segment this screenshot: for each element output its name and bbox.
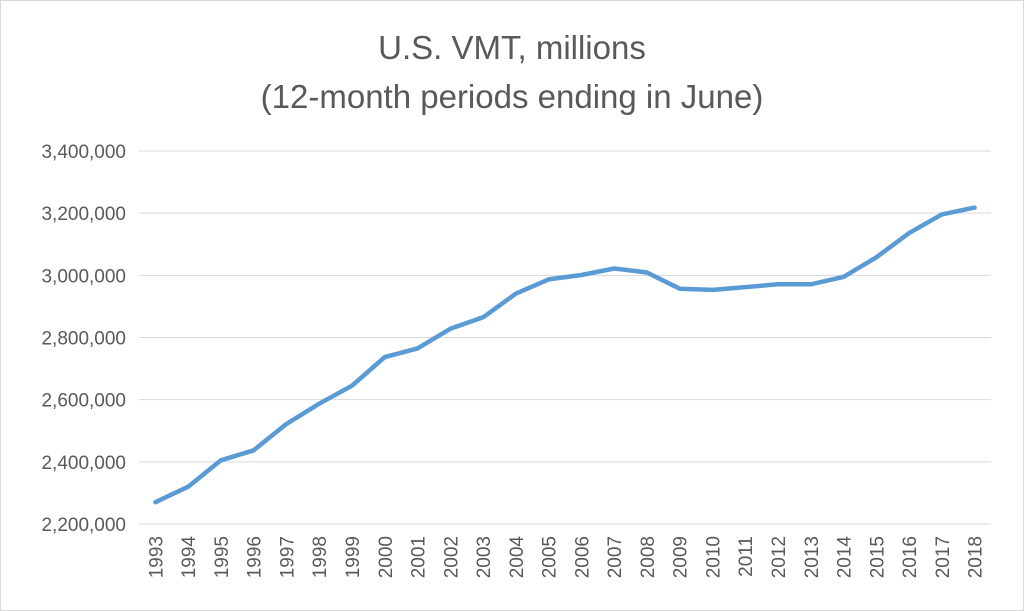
x-tick-label: 1997 <box>277 536 298 578</box>
x-tick-label: 2012 <box>769 536 790 578</box>
x-tick-label: 2013 <box>802 536 823 578</box>
x-tick-label: 1996 <box>245 536 266 578</box>
y-tick-label: 3,200,000 <box>41 204 126 225</box>
y-tick-label: 3,000,000 <box>41 266 126 287</box>
x-tick-label: 2015 <box>867 536 888 578</box>
x-tick-label: 1999 <box>343 536 364 578</box>
y-tick-label: 2,400,000 <box>41 453 126 474</box>
y-gridlines <box>139 150 991 463</box>
series-line <box>153 205 977 505</box>
x-tick-label: 2008 <box>638 536 659 578</box>
x-tick-label: 1994 <box>179 536 200 579</box>
x-tick-label: 2000 <box>376 536 397 578</box>
x-tick-label: 2014 <box>835 536 856 579</box>
x-tick-label: 2010 <box>703 536 724 578</box>
x-tick-label: 1993 <box>146 536 167 578</box>
y-tick-label: 3,400,000 <box>41 142 126 163</box>
x-tick-label: 2009 <box>671 536 692 578</box>
y-axis-tick-labels: 2,200,000 2,400,000 2,600,000 2,800,000 3,00… <box>41 142 126 536</box>
x-tick-label: 2018 <box>966 536 987 578</box>
x-tick-label: 1998 <box>310 536 331 578</box>
x-tick-label: 1995 <box>212 536 233 578</box>
y-tick-label: 2,200,000 <box>41 515 126 536</box>
chart-title: U.S. VMT, millions <box>378 29 646 66</box>
x-tick-label: 2006 <box>572 536 593 578</box>
series-group <box>153 205 977 505</box>
x-tick-label: 2002 <box>441 536 462 578</box>
x-tick-label: 2001 <box>409 536 430 578</box>
x-tick-label: 2017 <box>933 536 954 578</box>
x-axis-tick-labels: 1993 1994 1995 1996 1997 1998 1999 2000 2001 2002… <box>146 536 986 579</box>
y-tick-label: 2,800,000 <box>41 329 126 350</box>
chart-subtitle: (12-month periods ending in June) <box>261 78 764 115</box>
x-tick-label: 2016 <box>900 536 921 578</box>
x-tick-label: 2004 <box>507 536 528 579</box>
y-tick-label: 2,600,000 <box>41 391 126 412</box>
x-tick-label: 2007 <box>605 536 626 578</box>
x-tick-label: 2003 <box>474 536 495 578</box>
x-tick-label: 2011 <box>736 536 757 577</box>
x-tick-label: 2005 <box>540 536 561 578</box>
